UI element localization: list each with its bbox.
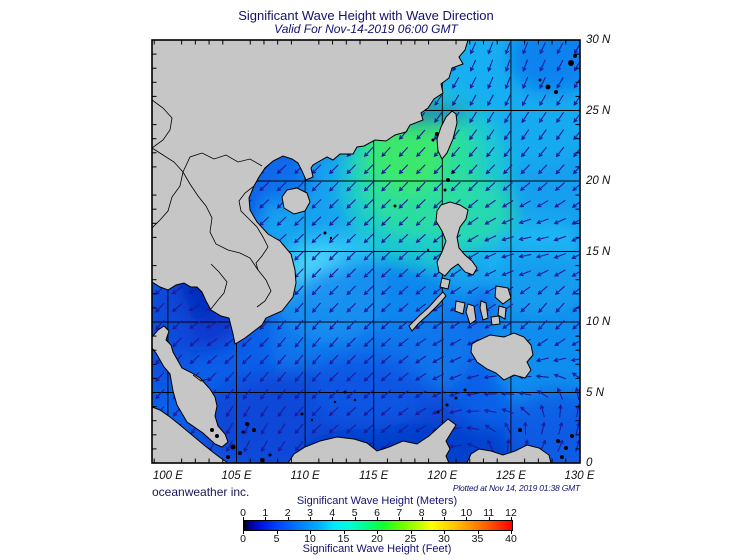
feet-tick: [310, 531, 311, 534]
feet-tick-label: 35: [471, 533, 484, 545]
lat-label: 5 N: [586, 386, 604, 399]
meters-tick: [310, 517, 311, 520]
meters-tick: [243, 517, 244, 520]
feet-tick-label: 5: [273, 533, 280, 545]
map-canvas: [152, 40, 580, 463]
meters-tick-label: 5: [351, 507, 358, 519]
lon-label: 120 E: [427, 470, 458, 482]
feet-tick: [410, 531, 412, 534]
meters-tick-label: 12: [505, 507, 517, 519]
colorbar-title-meters: Significant Wave Height (Meters): [296, 495, 458, 507]
meters-tick-label: 2: [284, 507, 291, 519]
meters-tick-label: 8: [418, 507, 425, 519]
colorbar-title-feet: Significant Wave Height (Feet): [302, 543, 452, 555]
page-title: Significant Wave Height with Wave Direct…: [238, 8, 494, 23]
small-islands: [210, 54, 577, 462]
land-masses: [152, 40, 552, 463]
valid-time-subtitle: Valid For Nov-14-2019 06:00 GMT: [274, 22, 458, 36]
meters-tick-label: 4: [329, 507, 336, 519]
meters-tick-label: 6: [374, 507, 380, 519]
meters-tick-label: 9: [441, 507, 447, 519]
map-frame: [151, 39, 581, 464]
frame-ticks: [152, 40, 580, 463]
lat-label: 10 N: [586, 316, 611, 328]
feet-tick-label: 10: [304, 533, 316, 545]
meters-tick-label: 1: [262, 507, 269, 519]
feet-tick: [343, 531, 345, 534]
lon-label: 100 E: [152, 470, 183, 482]
feet-tick: [377, 531, 378, 534]
lat-label: 15 N: [586, 245, 611, 258]
feet-tick-label: 25: [404, 533, 417, 545]
feet-tick-label: 0: [240, 533, 246, 545]
meters-tick: [377, 517, 378, 520]
feet-tick-label: 40: [505, 533, 517, 545]
feet-tick: [511, 531, 512, 534]
meters-tick-label: 7: [396, 507, 403, 519]
meters-tick-label: 0: [240, 507, 246, 519]
meters-tick: [488, 517, 490, 520]
meters-tick: [354, 517, 356, 520]
lon-label: 130 E: [564, 470, 595, 482]
colorbar-gradient: [243, 520, 513, 531]
lat-label: 20 N: [586, 175, 611, 187]
feet-tick: [444, 531, 445, 534]
meters-tick: [287, 517, 289, 520]
lon-label: 125 E: [495, 470, 526, 482]
plotted-timestamp: Plotted at Nov 14, 2019 01:38 GMT: [452, 483, 580, 493]
feet-tick-label: 15: [337, 533, 350, 545]
feet-tick-label: 20: [371, 533, 383, 545]
feet-tick: [477, 531, 479, 534]
feet-tick-label: 30: [438, 533, 450, 545]
lon-label: 105 E: [221, 470, 252, 482]
lon-label: 115 E: [359, 470, 389, 482]
lat-label: 30 N: [586, 34, 611, 46]
meters-tick-label: 3: [307, 507, 313, 519]
credit-text: oceanweather inc.: [152, 485, 250, 499]
lat-label: 0: [586, 457, 593, 469]
meters-tick: [332, 517, 334, 520]
lat-label: 25 N: [586, 104, 611, 117]
meters-tick-label: 10: [460, 507, 473, 519]
meters-tick-label: 11: [483, 507, 495, 519]
meters-tick: [265, 517, 267, 520]
meters-tick: [399, 517, 401, 520]
feet-tick: [276, 531, 278, 534]
meters-tick: [511, 517, 512, 520]
meters-tick: [421, 517, 423, 520]
meters-tick: [466, 517, 468, 520]
lon-label: 110 E: [290, 470, 320, 482]
meters-tick: [444, 517, 445, 520]
country-borders: [152, 99, 272, 382]
feet-tick: [243, 531, 244, 534]
